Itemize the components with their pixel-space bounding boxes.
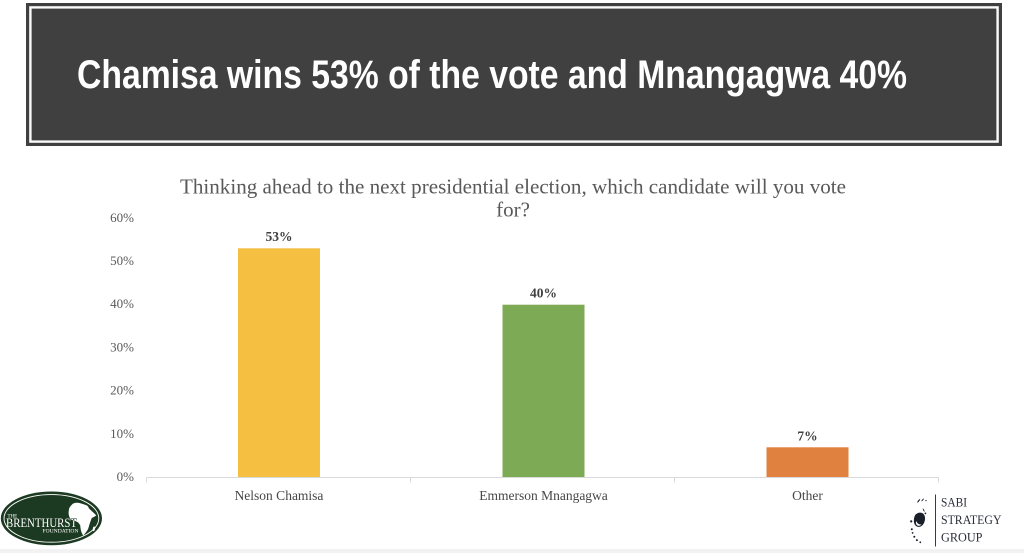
svg-text:SABI: SABI xyxy=(941,496,967,510)
svg-text:30%: 30% xyxy=(110,339,134,354)
svg-text:40%: 40% xyxy=(530,285,557,300)
svg-text:10%: 10% xyxy=(110,426,134,441)
svg-text:Chamisa wins 53% of the vote a: Chamisa wins 53% of the vote and Mnangag… xyxy=(77,53,907,97)
svg-text:Nelson Chamisa: Nelson Chamisa xyxy=(235,488,324,503)
svg-text:40%: 40% xyxy=(110,296,134,311)
svg-text:Other: Other xyxy=(792,488,823,503)
svg-text:0%: 0% xyxy=(117,469,135,484)
svg-text:for?: for? xyxy=(496,198,530,222)
svg-text:20%: 20% xyxy=(110,383,134,398)
svg-text:BRENTHURST: BRENTHURST xyxy=(6,516,77,530)
svg-text:50%: 50% xyxy=(110,253,134,268)
svg-text:GROUP: GROUP xyxy=(941,531,983,545)
svg-text:Thinking ahead to the next pre: Thinking ahead to the next presidential … xyxy=(180,175,846,199)
svg-text:STRATEGY: STRATEGY xyxy=(941,513,1002,527)
svg-text:THE: THE xyxy=(8,515,18,520)
svg-text:53%: 53% xyxy=(266,229,293,244)
svg-text:FOUNDATION: FOUNDATION xyxy=(43,529,79,535)
svg-text:7%: 7% xyxy=(797,428,817,443)
svg-text:60%: 60% xyxy=(110,210,134,225)
svg-text:Emmerson Mnangagwa: Emmerson Mnangagwa xyxy=(479,488,608,503)
